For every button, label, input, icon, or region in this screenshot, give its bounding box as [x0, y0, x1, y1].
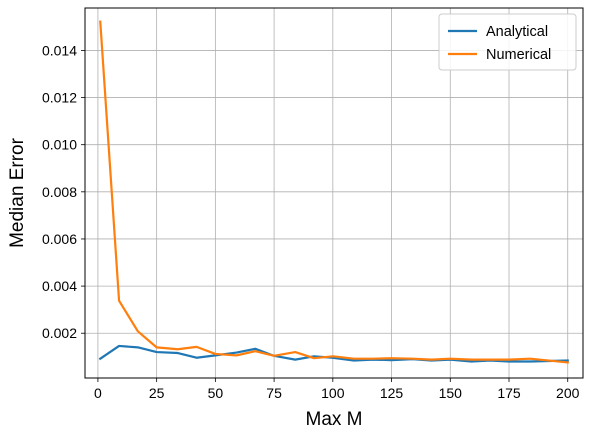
y-tick-label: 0.004: [42, 278, 77, 294]
series-lines: [98, 20, 569, 364]
x-tick-label: 200: [556, 385, 580, 401]
legend-label-numerical: Numerical: [486, 47, 551, 63]
plot-frame: [84, 7, 584, 379]
x-tick-label: 50: [208, 385, 224, 401]
legend-box: [438, 13, 577, 71]
legend: Analytical Numerical: [438, 13, 577, 71]
x-tick-label: 125: [380, 385, 404, 401]
series-line-numerical: [99, 20, 569, 364]
y-tick-label: 0.014: [42, 42, 77, 58]
x-tick-label: 0: [94, 385, 102, 401]
y-tick-label: 0.006: [42, 231, 77, 247]
x-tick-label: 150: [439, 385, 463, 401]
y-tick-label: 0.010: [42, 137, 77, 153]
axis-ticks: 0 25 50 75 100 125 150 175 200 0.002 0.004 0.006 0.0…: [42, 42, 580, 401]
y-axis-label: Median Error: [7, 137, 28, 247]
x-tick-label: 100: [321, 385, 345, 401]
x-tick-label: 75: [266, 385, 282, 401]
grid: [85, 8, 583, 378]
y-tick-label: 0.012: [42, 90, 77, 106]
y-tick-label: 0.002: [42, 325, 77, 341]
legend-label-analytical: Analytical: [486, 24, 548, 40]
x-tick-label: 175: [497, 385, 521, 401]
y-tick-label: 0.008: [42, 184, 77, 200]
x-axis-label: Max M: [306, 409, 363, 430]
x-tick-label: 25: [149, 385, 165, 401]
